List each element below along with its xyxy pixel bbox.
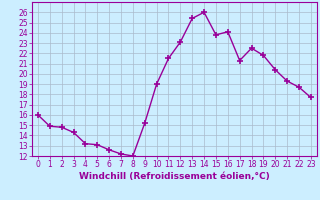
X-axis label: Windchill (Refroidissement éolien,°C): Windchill (Refroidissement éolien,°C) (79, 172, 270, 181)
